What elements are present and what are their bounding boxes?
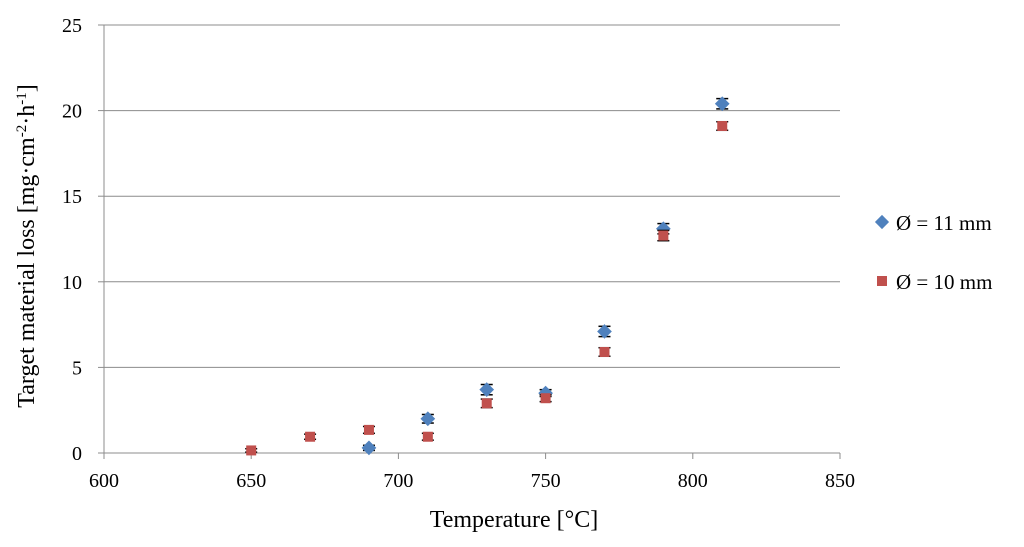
data-point <box>658 230 669 241</box>
data-point <box>305 431 316 442</box>
series-2 <box>245 120 729 456</box>
y-axis-title-part: ] <box>14 84 40 92</box>
x-axis-title: Temperature [°C] <box>430 507 599 533</box>
data-point <box>422 431 433 442</box>
data-point <box>363 424 374 435</box>
x-tick-label: 800 <box>678 470 708 492</box>
y-axis-title-superscript: -1 <box>14 92 30 105</box>
y-axis-title: Target material loss [mg·cm-2·h-1] <box>14 84 40 407</box>
y-tick-label: 20 <box>62 101 82 123</box>
axis-layer <box>98 24 841 459</box>
data-point <box>481 398 492 409</box>
data-point <box>599 346 610 357</box>
y-tick-labels: 0 5 10 15 20 25 <box>62 15 82 465</box>
data-point <box>540 393 551 404</box>
legend-item-series-1: Ø = 11 mm <box>874 211 992 235</box>
y-axis-title-superscript: -2 <box>14 125 30 138</box>
y-tick-label: 10 <box>62 272 82 294</box>
data-point <box>717 121 728 132</box>
x-tick-labels: 600 650 700 750 800 850 <box>89 470 855 492</box>
y-tick-label: 25 <box>62 15 82 37</box>
y-axis-title-part: ·h <box>14 105 40 125</box>
data-point <box>479 382 495 398</box>
grid-layer <box>104 24 840 368</box>
x-tick-label: 750 <box>531 470 561 492</box>
legend-marker-diamond <box>874 214 890 230</box>
x-tick-label: 650 <box>236 470 266 492</box>
x-tick-label: 850 <box>825 470 855 492</box>
x-tick-label: 700 <box>383 470 413 492</box>
series-layer <box>245 96 730 456</box>
data-point <box>246 445 257 456</box>
legend-item-series-2: Ø = 10 mm <box>877 270 992 294</box>
y-tick-label: 5 <box>72 357 82 379</box>
legend-label-series-2: Ø = 10 mm <box>896 270 992 294</box>
legend: Ø = 11 mm Ø = 10 mm <box>874 211 992 294</box>
x-tick-label: 600 <box>89 470 119 492</box>
data-point <box>420 411 436 427</box>
legend-label-series-1: Ø = 11 mm <box>896 211 992 235</box>
y-tick-label: 0 <box>72 443 82 465</box>
legend-marker-square <box>877 276 887 286</box>
data-point <box>714 96 730 112</box>
y-axis-title-part: Target material loss [mg·cm <box>14 137 40 408</box>
y-tick-label: 15 <box>62 186 82 208</box>
